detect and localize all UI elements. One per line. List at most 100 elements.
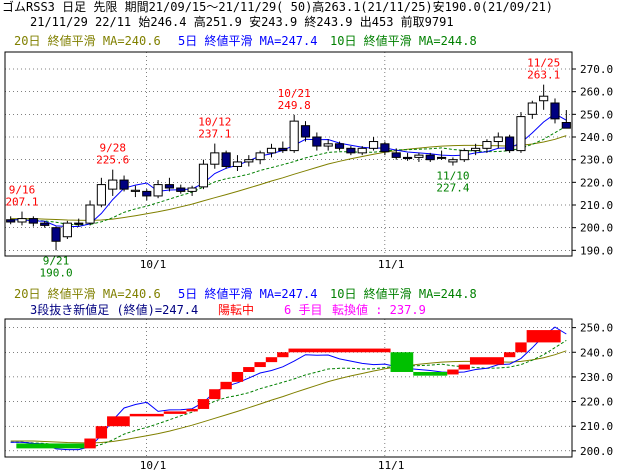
annotation-value: 237.1 (198, 128, 231, 141)
legend-ma5: 5日 終値平滑 MA=247.4 (178, 34, 318, 48)
brick-up (243, 367, 255, 372)
candle-body (391, 152, 401, 158)
lower-x-tick-label: 10/1 (140, 459, 167, 472)
candle-body (357, 147, 367, 154)
brick-up (458, 364, 470, 370)
candle-body (561, 121, 571, 129)
candle-body (28, 218, 38, 224)
lower-y-tick-label: 240.0 (580, 346, 613, 359)
three-line-break-reversal: 転換値 : 237.9 (332, 303, 426, 317)
candle-body (505, 136, 515, 152)
candlestick-chart: 190.0 200.0 210.0 220.0 230.0 240.0 250.0 260.0… (4, 51, 613, 279)
header-summary: ゴムRSS3 日足 先限 期間21/09/15～21/11/29( 50)高26… (2, 0, 554, 14)
candle-body (255, 152, 265, 161)
brick-up (469, 357, 504, 365)
candle-body (51, 227, 61, 242)
candle-body (380, 143, 390, 153)
brick-down (413, 371, 448, 376)
upper-y-tick-label: 230.0 (580, 154, 613, 167)
brick-up (186, 408, 198, 412)
candle-body (527, 102, 537, 115)
header-line-1: ゴムRSS3 日足 先限 期間21/09/15～21/11/29( 50)高26… (0, 0, 624, 15)
upper-y-tick-label: 200.0 (580, 222, 613, 235)
annotation-date: 11/10 (436, 170, 469, 183)
three-line-break-chart: 200.0 210.0 220.0 230.0 240.0 250.0 10/1 11/1 (4, 318, 613, 472)
candle-body (516, 116, 526, 152)
header-line-2: 21/11/29 22/11 始246.4 高251.9 安243.9 終243… (0, 15, 624, 30)
brick-up (515, 342, 527, 353)
ma5-line (10, 113, 567, 227)
candle-body (471, 147, 481, 152)
upper-y-tick-label: 240.0 (580, 131, 613, 144)
ma20-line (10, 135, 567, 221)
brick-up (95, 426, 108, 439)
lower-x-tick-label: 11/1 (378, 459, 405, 472)
annotation-value: 249.8 (278, 99, 311, 112)
candle-body (62, 222, 72, 238)
brick-up (84, 438, 96, 449)
brick-up (209, 389, 221, 400)
candle-body (187, 187, 197, 192)
brick-up (265, 357, 278, 363)
legend-ma20: 20日 終値平滑 MA=240.6 (14, 287, 161, 301)
brick-up (129, 413, 164, 417)
lower-y-tick-label: 230.0 (580, 371, 613, 384)
ma10-line (10, 339, 567, 449)
header-detail: 21/11/29 22/11 始246.4 高251.9 安243.9 終243… (30, 15, 454, 29)
candle-body (153, 184, 163, 197)
annotation-value: 227.4 (436, 182, 469, 195)
upper-x-tick-label: 10/1 (140, 258, 167, 271)
candle-body (346, 147, 356, 154)
candle-body (402, 156, 413, 160)
annotation-date: 9/28 (99, 142, 126, 155)
lower-y-tick-label: 210.0 (580, 420, 613, 433)
lower-legend: 20日 終値平滑 MA=240.6 5日 終値平滑 MA=247.4 10日 終… (0, 287, 624, 302)
candle-body (278, 147, 288, 152)
brick-up (503, 352, 516, 358)
legend-ma10: 10日 終値平滑 MA=244.8 (330, 287, 477, 301)
candle-body (289, 120, 299, 152)
candle-body (312, 136, 322, 147)
candle-body (244, 159, 254, 163)
lower-y-tick-label: 250.0 (580, 322, 613, 335)
candle-body (300, 125, 311, 138)
brick-up (288, 348, 391, 353)
candle-body (17, 218, 27, 223)
lower-y-tick-label: 200.0 (580, 445, 613, 458)
candle-body (164, 184, 175, 189)
legend-ma10: 10日 終値平滑 MA=244.8 (330, 34, 477, 48)
annotation-date: 9/21 (43, 254, 70, 267)
candle-body (108, 179, 118, 190)
candle-body (550, 102, 560, 120)
candle-body (198, 163, 209, 188)
candle-body (142, 190, 152, 197)
candle-body (40, 222, 50, 226)
candle-body (210, 152, 220, 165)
candle-body (85, 204, 95, 224)
candle-body (368, 141, 379, 149)
upper-plot-frame (4, 51, 573, 257)
brick-up (231, 371, 244, 382)
candle-body (414, 154, 424, 158)
candle-body (425, 154, 435, 161)
brick-up (107, 416, 130, 427)
upper-x-tick-label: 11/1 (378, 258, 405, 271)
upper-legend: 20日 終値平滑 MA=240.6 5日 終値平滑 MA=247.4 10日 終… (0, 34, 624, 49)
three-line-break-status: 陽転中 (218, 303, 255, 317)
upper-y-tick-label: 260.0 (580, 86, 613, 99)
candle-body (266, 147, 277, 154)
annotation-value: 207.1 (5, 196, 38, 209)
annotation-value: 190.0 (39, 266, 72, 279)
legend-ma5: 5日 終値平滑 MA=247.4 (178, 287, 318, 301)
brick-up (447, 369, 459, 375)
candle-body (6, 219, 16, 223)
candle-body (334, 143, 345, 149)
candle-body (437, 156, 447, 159)
candle-body (448, 159, 458, 163)
annotation-date: 10/21 (278, 87, 311, 100)
annotation-value: 263.1 (527, 69, 560, 82)
brick-up (526, 330, 561, 343)
upper-y-tick-label: 270.0 (580, 63, 613, 76)
legend-ma20: 20日 終値平滑 MA=240.6 (14, 34, 161, 48)
